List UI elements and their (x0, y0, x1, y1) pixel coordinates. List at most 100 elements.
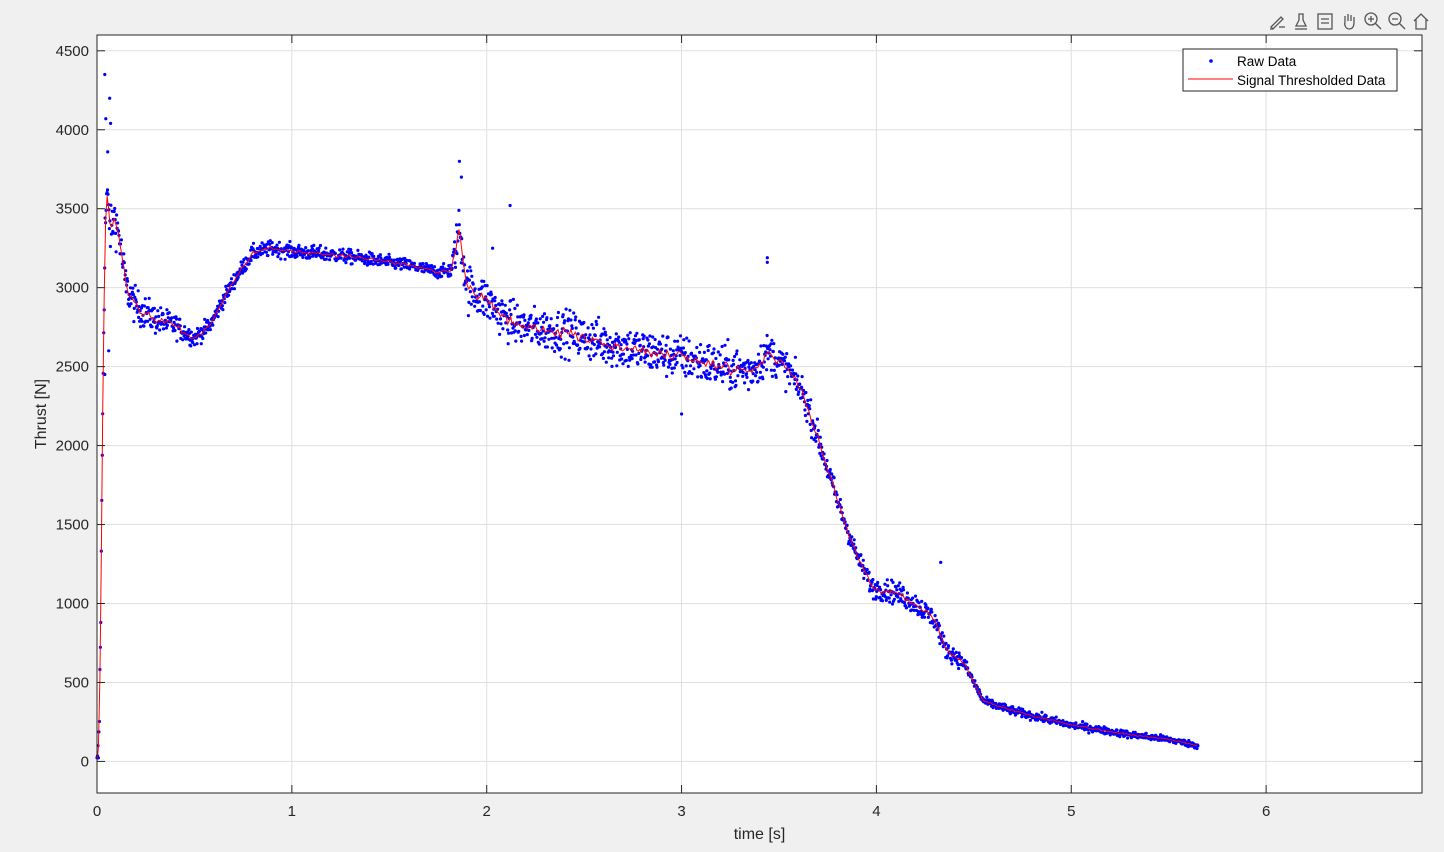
raw-data-point (500, 299, 504, 303)
raw-data-point (628, 358, 632, 362)
raw-data-point (896, 595, 900, 599)
raw-data-point (250, 255, 254, 259)
raw-data-point (1017, 706, 1021, 710)
raw-data-point (459, 175, 463, 179)
raw-data-point (1081, 720, 1085, 724)
raw-data-point (191, 341, 195, 345)
raw-data-point (161, 312, 165, 316)
raw-data-point (625, 342, 629, 346)
raw-data-point (610, 364, 614, 368)
raw-data-point (591, 326, 596, 330)
raw-data-point (508, 308, 512, 312)
raw-data-point (468, 265, 472, 269)
raw-data-point (705, 376, 709, 380)
raw-data-point (745, 375, 749, 379)
raw-data-point (229, 277, 234, 281)
raw-data-point (277, 252, 281, 256)
raw-data-point (493, 299, 497, 303)
data-tip-icon[interactable] (1290, 10, 1312, 32)
y-tick-label: 1000 (56, 596, 89, 613)
raw-data-point (670, 366, 674, 370)
raw-data-point (175, 339, 179, 343)
raw-data-point (328, 258, 332, 262)
raw-data-point (499, 322, 503, 326)
raw-data-point (515, 303, 519, 307)
raw-data-point (442, 262, 446, 266)
raw-data-point (312, 243, 316, 247)
raw-data-point (508, 203, 512, 208)
raw-data-point (796, 374, 800, 378)
raw-data-point (453, 240, 457, 244)
raw-data-point (519, 334, 523, 338)
raw-data-point (470, 274, 474, 278)
raw-data-point (876, 580, 880, 585)
raw-data-point (445, 267, 449, 272)
raw-data-point (696, 375, 700, 379)
raw-data-point (918, 606, 922, 610)
raw-data-point (504, 321, 508, 325)
raw-data-point (590, 323, 594, 327)
raw-data-point (249, 258, 253, 263)
brush-icon[interactable] (1266, 10, 1288, 32)
raw-data-point (453, 265, 458, 269)
raw-data-point (550, 346, 554, 350)
raw-data-point (547, 337, 551, 341)
raw-data-point (568, 308, 572, 312)
raw-data-point (768, 348, 772, 352)
raw-data-point (911, 596, 915, 600)
raw-data-point (649, 363, 653, 367)
raw-data-point (601, 356, 606, 360)
restore-view-icon[interactable] (1314, 10, 1336, 32)
raw-data-point (655, 347, 660, 351)
raw-data-point (522, 313, 526, 317)
raw-data-point (367, 255, 371, 259)
raw-data-point (481, 304, 485, 308)
raw-data-point (584, 333, 588, 337)
raw-data-point (114, 250, 118, 254)
raw-data-point (324, 257, 328, 261)
home-icon[interactable] (1410, 10, 1432, 32)
raw-data-point (310, 247, 314, 251)
raw-data-point (155, 324, 159, 328)
raw-data-point (540, 337, 544, 341)
raw-data-point (558, 347, 562, 351)
raw-data-point (387, 255, 392, 259)
raw-data-point (930, 610, 934, 614)
raw-data-point (681, 366, 685, 370)
raw-data-point (306, 249, 310, 253)
raw-data-point (783, 369, 787, 374)
x-tick-label: 2 (483, 803, 491, 820)
raw-data-point (447, 264, 451, 268)
raw-data-point (578, 346, 582, 350)
raw-data-point (436, 276, 440, 280)
raw-data-point (453, 261, 457, 265)
raw-data-point (724, 364, 728, 368)
raw-data-point (105, 188, 110, 192)
raw-data-point (541, 329, 545, 333)
raw-data-point (520, 339, 524, 343)
raw-data-point (1195, 746, 1199, 751)
raw-data-point (187, 328, 191, 332)
raw-data-point (516, 315, 520, 319)
raw-data-point (670, 371, 674, 375)
raw-data-point (550, 336, 554, 340)
raw-data-point (570, 324, 574, 328)
raw-data-point (206, 318, 210, 323)
legend[interactable]: Raw Data Signal Thresholded Data (1182, 48, 1398, 92)
raw-data-point (632, 338, 636, 342)
raw-data-point (814, 439, 818, 443)
zoom-in-icon[interactable] (1362, 10, 1384, 32)
raw-data-point (782, 359, 787, 363)
raw-data-point (289, 245, 293, 249)
zoom-out-icon[interactable] (1386, 10, 1408, 32)
raw-data-point (895, 588, 899, 592)
raw-data-point (195, 326, 200, 331)
raw-data-point (386, 262, 390, 266)
pan-hand-icon[interactable] (1338, 10, 1360, 32)
raw-data-point (785, 352, 789, 356)
raw-data-point (798, 382, 802, 386)
raw-data-point (1074, 721, 1078, 725)
raw-data-point (800, 385, 804, 389)
raw-data-point (675, 360, 679, 365)
raw-data-point (973, 679, 977, 683)
